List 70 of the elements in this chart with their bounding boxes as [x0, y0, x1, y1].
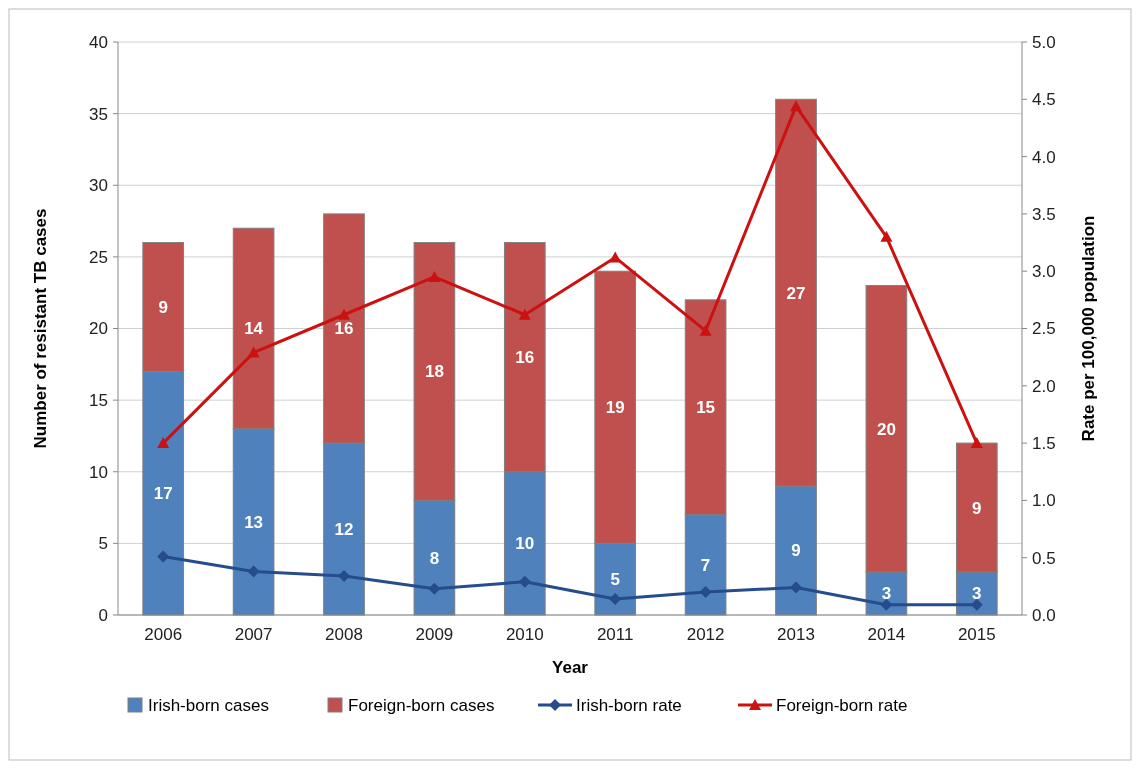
point [970, 437, 983, 449]
y-tick-label: 20 [89, 319, 108, 339]
point [247, 565, 260, 578]
y-tick-label: 0 [98, 605, 108, 625]
x-tick-label: 2008 [325, 625, 363, 644]
y2-tick-label: 4.5 [1032, 90, 1056, 110]
point [157, 550, 170, 563]
data-label: 13 [244, 512, 264, 532]
data-label: 9 [158, 297, 168, 317]
point [157, 437, 170, 449]
x-tick-label: 2012 [686, 625, 725, 644]
y2-axis-title: Rate per 100,000 population [1079, 215, 1098, 442]
data-label: 15 [696, 398, 716, 418]
x-tick-label: 2010 [505, 625, 544, 644]
y-tick-label: 25 [89, 247, 108, 267]
data-label: 19 [605, 398, 625, 418]
y2-tick-label: 1.5 [1032, 434, 1056, 454]
point [518, 308, 531, 320]
x-tick-label: 2011 [596, 625, 634, 644]
data-label: 20 [876, 419, 896, 439]
point [338, 308, 350, 320]
y2-tick-label: 1.0 [1032, 491, 1056, 511]
point [880, 230, 893, 242]
y2-tick-label: 5.0 [1032, 32, 1056, 52]
point [699, 324, 712, 336]
data-label: 9 [791, 541, 801, 561]
data-label: 14 [244, 319, 264, 339]
data-label: 16 [334, 319, 354, 339]
x-tick-label: 2013 [777, 625, 815, 644]
point [428, 270, 441, 282]
x-axis-title: Year [552, 658, 589, 677]
data-label: 17 [153, 484, 173, 504]
point [338, 570, 350, 583]
data-label: 16 [515, 348, 535, 368]
y-axis-title: Number of resistant TB cases [31, 208, 50, 449]
y-tick-label: 35 [89, 104, 108, 124]
data-label: 12 [334, 520, 354, 539]
y2-tick-label: 2.5 [1032, 319, 1056, 339]
point [247, 346, 260, 358]
y2-tick-label: 3.5 [1032, 204, 1056, 224]
y2-tick-label: 0.5 [1032, 548, 1056, 568]
data-label: 9 [972, 498, 982, 518]
data-label: 7 [700, 555, 711, 575]
legend-label: Irish-born cases [148, 695, 269, 715]
data-label: 18 [424, 362, 444, 382]
data-label: 5 [610, 570, 620, 590]
legend-label: Foreign-born rate [776, 695, 908, 715]
y2-tick-label: 4.0 [1032, 147, 1056, 167]
y-tick-label: 5 [98, 534, 108, 554]
x-tick-label: 2006 [144, 625, 183, 644]
y-tick-label: 40 [89, 32, 108, 52]
y2-tick-label: 2.0 [1032, 376, 1056, 396]
legend-label: Foreign-born cases [348, 695, 495, 715]
data-label: 3 [881, 584, 892, 604]
y-tick-label: 10 [89, 462, 108, 482]
x-tick-label: 2009 [415, 625, 454, 644]
data-label: 27 [786, 283, 806, 303]
data-label: 3 [972, 584, 982, 604]
point [790, 581, 802, 594]
y-tick-label: 30 [89, 176, 108, 196]
y2-tick-label: 0.0 [1032, 605, 1056, 625]
x-tick-label: 2015 [957, 625, 996, 644]
y-tick-label: 15 [89, 391, 108, 411]
y2-tick-label: 3.0 [1032, 262, 1056, 282]
legend-label: Irish-born rate [576, 695, 682, 715]
point [790, 100, 802, 112]
data-label: 8 [429, 548, 440, 568]
x-tick-label: 2014 [867, 625, 906, 644]
data-label: 10 [515, 534, 535, 554]
x-tick-label: 2007 [234, 625, 273, 644]
